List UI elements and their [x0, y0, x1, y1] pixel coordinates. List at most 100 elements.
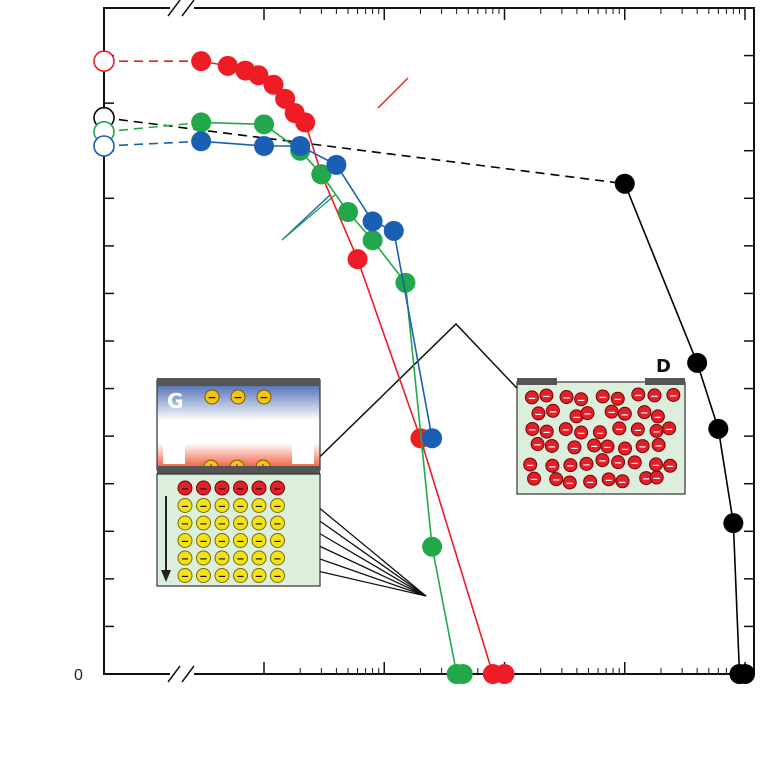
carrier-sign: −: [236, 519, 244, 530]
gate-charge: [256, 389, 272, 405]
carrier-sign: −: [562, 425, 570, 436]
carrier-sign: −: [577, 395, 585, 406]
carrier-sign: −: [552, 475, 560, 486]
data-point: [275, 88, 296, 109]
contact-left: [517, 378, 557, 385]
carrier: [651, 437, 666, 452]
carrier: [233, 515, 248, 531]
carrier: [233, 498, 248, 513]
carrier: [523, 457, 538, 472]
data-point: [422, 536, 443, 557]
carrier-sign: −: [577, 429, 585, 440]
carrier-sign: −: [199, 554, 207, 565]
data-point: [362, 211, 383, 232]
gate-charge-sign: −: [207, 391, 216, 404]
contact-right: [645, 378, 685, 385]
carrier: [524, 390, 539, 405]
carrier: [549, 472, 564, 487]
carrier-sign: −: [614, 395, 622, 406]
carrier: [214, 533, 230, 548]
carrier-sign: −: [236, 484, 244, 495]
extrapolated-point: [93, 135, 115, 157]
carrier-sign: −: [650, 391, 658, 402]
carrier: [663, 458, 678, 473]
layer-callout-line: [299, 566, 427, 597]
carrier: [539, 424, 554, 439]
carrier: [196, 498, 211, 513]
callout-lines: [281, 77, 533, 597]
carrier-sign: −: [273, 554, 281, 565]
data-point: [311, 164, 332, 185]
carrier: [579, 456, 594, 471]
carrier: [559, 390, 574, 405]
carrier: [637, 405, 652, 420]
carrier-sign: −: [236, 537, 244, 548]
callout-connector: [295, 322, 533, 481]
series-extrapolation: [103, 116, 625, 185]
carrier-sign: −: [599, 392, 607, 403]
carrier-sign: −: [199, 519, 207, 530]
carrier-sign: −: [199, 484, 207, 495]
carrier: [595, 453, 610, 468]
carrier: [214, 480, 230, 496]
carrier-sign: −: [255, 572, 263, 583]
carrier-sign: −: [526, 461, 534, 472]
carrier: [233, 480, 248, 496]
carrier: [574, 392, 589, 407]
x-axis-break-top: [167, 0, 181, 17]
carrier-sign: −: [654, 441, 662, 452]
carrier-sign: −: [530, 475, 538, 486]
gate-charges: − − −: [204, 389, 272, 405]
carrier: [527, 471, 542, 486]
y-tick-label-origin: 0: [74, 667, 83, 684]
carrier: [270, 498, 285, 513]
carrier: [567, 440, 582, 455]
carrier: [251, 533, 267, 548]
data-point: [347, 249, 368, 270]
carrier: [177, 515, 193, 531]
carrier: [647, 388, 662, 403]
carrier-sign: −: [652, 427, 660, 438]
carrier: [233, 568, 248, 583]
corner-letter: D: [656, 356, 671, 377]
data-point: [191, 112, 212, 133]
series-extrapolation: [103, 140, 202, 147]
carrier: [574, 425, 589, 440]
carrier: [611, 455, 626, 470]
carrier-sign: −: [181, 537, 189, 548]
carrier-sign: −: [548, 462, 556, 473]
carrier-sign: −: [199, 502, 207, 513]
carrier: [583, 474, 598, 489]
data-point: [614, 173, 635, 194]
axes-frame: 0: [74, 0, 755, 684]
carrier: [635, 439, 650, 454]
carrier: [214, 550, 230, 566]
carrier: [177, 568, 193, 583]
carrier-sign: −: [218, 554, 226, 565]
carrier: [525, 421, 540, 436]
carrier: [592, 425, 607, 440]
layer-callout-line: [299, 491, 427, 597]
carrier-sign: −: [618, 477, 626, 488]
carrier-sign: −: [583, 409, 591, 420]
channel-carriers: − − − − − −− − − − − −− − − − − −− − − − − −− − − − − −− − − − − −: [177, 480, 285, 583]
carrier-sign: −: [596, 428, 604, 439]
carrier: [251, 515, 267, 531]
layer-callout-line: [299, 536, 427, 597]
gate-charge: [230, 389, 246, 405]
inset-bulk-device: D − − − − − − − − −− −− − − − − −− − − − − − − − −− − − − − − − −− − − −…: [516, 356, 686, 495]
carrier: [545, 458, 560, 473]
carrier: [649, 470, 664, 485]
carrier: [270, 533, 285, 548]
carrier: [214, 568, 230, 583]
carrier-sign: −: [255, 484, 263, 495]
carrier-sign: −: [642, 474, 650, 485]
data-point: [395, 272, 416, 293]
data-point: [735, 664, 755, 684]
gate-charge: [204, 389, 220, 405]
gate-charge-sign: −: [259, 391, 268, 404]
carrier-sign: −: [528, 393, 536, 404]
carrier-sign: −: [634, 425, 642, 436]
carrier: [604, 404, 619, 419]
